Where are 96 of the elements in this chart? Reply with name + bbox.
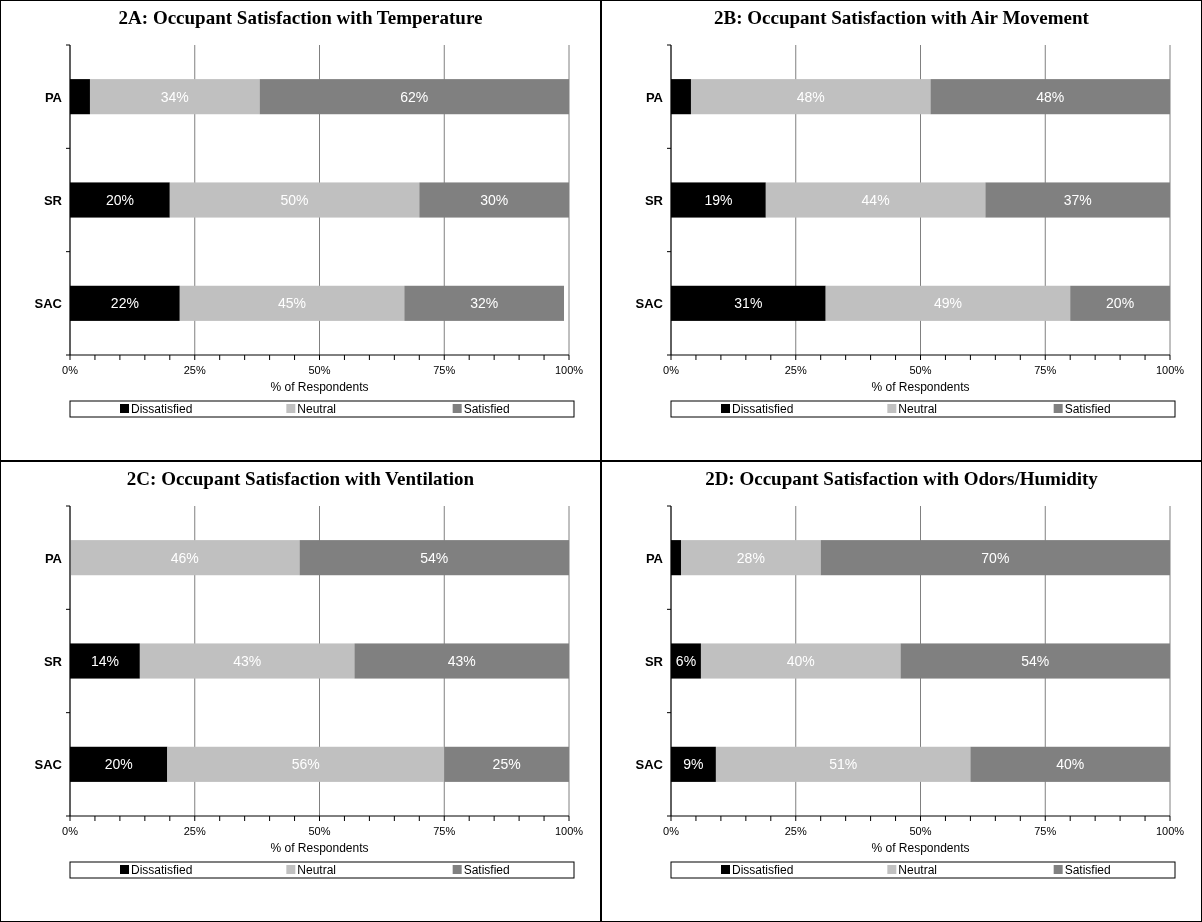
x-tick-label: 25%	[183, 825, 206, 837]
y-tick-label: SR	[644, 654, 664, 669]
x-axis-title: % of Respondents	[270, 380, 369, 394]
legend-label: Satisfied	[1064, 402, 1111, 416]
data-label: 43%	[447, 653, 476, 669]
y-tick-label: PA	[645, 550, 664, 566]
data-label: 20%	[105, 192, 134, 208]
data-label: 20%	[1106, 295, 1135, 312]
data-label: 20%	[104, 756, 133, 773]
y-tick-label: SAC	[635, 296, 664, 312]
legend-label: Satisfied	[463, 402, 510, 416]
bar	[715, 746, 971, 782]
data-label: 40%	[1056, 756, 1085, 773]
data-label: 25%	[492, 756, 521, 773]
x-tick-label: 50%	[308, 825, 331, 837]
data-label: 70%	[981, 549, 1010, 566]
data-label: 37%	[1063, 192, 1092, 208]
data-label: 45%	[278, 295, 307, 312]
y-tick-label: PA	[44, 550, 63, 566]
legend-label: Neutral	[297, 402, 337, 416]
x-tick-label: 100%	[554, 825, 584, 837]
data-label: 44%	[861, 192, 890, 208]
x-tick-label: 0%	[62, 825, 79, 837]
data-label: 14%	[90, 653, 119, 669]
bar	[825, 285, 1071, 321]
chart-title: 2C: Occupant Satisfaction with Ventilation	[126, 468, 475, 489]
y-tick-label: SR	[43, 193, 63, 208]
x-axis-title: % of Respondents	[871, 841, 970, 855]
y-tick-label: PA	[645, 89, 664, 105]
legend-label: Dissatisfied	[732, 402, 794, 416]
data-label: 34%	[160, 88, 189, 105]
x-tick-label: 50%	[308, 364, 331, 376]
x-tick-label: 50%	[909, 825, 932, 837]
chart-title: 2D: Occupant Satisfaction with Odors/Humidity	[705, 468, 1099, 489]
data-label: 40%	[786, 653, 815, 669]
legend-label: Neutral	[898, 863, 938, 877]
data-label: 48%	[796, 88, 825, 105]
bar	[765, 182, 986, 218]
x-tick-label: 25%	[784, 825, 807, 837]
x-tick-label: 50%	[909, 364, 932, 376]
x-tick-label: 0%	[62, 364, 79, 376]
chart-title: 2A: Occupant Satisfaction with Temperature	[118, 7, 483, 28]
y-tick-label: PA	[44, 89, 63, 105]
legend-label: Dissatisfied	[732, 863, 794, 877]
data-label: 32%	[470, 295, 499, 312]
x-tick-label: 100%	[1155, 364, 1185, 376]
chart-title: 2B: Occupant Satisfaction with Air Movement	[714, 7, 1090, 28]
x-tick-label: 0%	[663, 825, 680, 837]
data-label: 49%	[933, 295, 962, 312]
bar	[169, 182, 420, 218]
legend-label: Satisfied	[1064, 863, 1111, 877]
legend-label: Neutral	[898, 402, 938, 416]
legend-label: Dissatisfied	[131, 863, 193, 877]
data-label: 50%	[280, 192, 309, 208]
bar	[179, 285, 405, 321]
data-label: 46%	[170, 549, 199, 566]
x-axis-title: % of Respondents	[871, 380, 970, 394]
x-tick-label: 25%	[183, 364, 206, 376]
data-label: 56%	[291, 756, 320, 773]
bar	[89, 79, 260, 115]
y-tick-label: SR	[43, 654, 63, 669]
data-label: 51%	[829, 756, 858, 773]
x-tick-label: 100%	[554, 364, 584, 376]
x-tick-label: 100%	[1155, 825, 1185, 837]
bar	[690, 79, 931, 115]
data-label: 9%	[683, 756, 704, 773]
data-label: 43%	[233, 653, 262, 669]
bar	[700, 643, 901, 679]
bar	[167, 746, 445, 782]
data-label: 22%	[110, 295, 139, 312]
x-axis-title: % of Respondents	[270, 841, 369, 855]
data-label: 62%	[400, 88, 429, 105]
data-label: 54%	[1021, 653, 1050, 669]
bar	[70, 540, 300, 576]
data-label: 48%	[1036, 88, 1065, 105]
x-tick-label: 75%	[433, 825, 456, 837]
x-tick-label: 75%	[1034, 825, 1057, 837]
x-tick-label: 25%	[784, 364, 807, 376]
y-tick-label: SAC	[635, 757, 664, 773]
data-label: 19%	[704, 192, 733, 208]
legend-label: Dissatisfied	[131, 402, 193, 416]
x-tick-label: 75%	[1034, 364, 1057, 376]
data-label: 6%	[675, 653, 697, 669]
x-tick-label: 0%	[663, 364, 680, 376]
bar	[680, 540, 821, 576]
data-label: 54%	[420, 549, 449, 566]
y-tick-label: SAC	[34, 757, 63, 773]
data-label: 28%	[736, 549, 765, 566]
bar	[139, 643, 355, 679]
data-label: 31%	[734, 295, 763, 312]
y-tick-label: SAC	[34, 296, 63, 312]
x-tick-label: 75%	[433, 364, 456, 376]
y-tick-label: SR	[644, 193, 664, 208]
legend-label: Neutral	[297, 863, 337, 877]
legend-label: Satisfied	[463, 863, 510, 877]
data-label: 30%	[480, 192, 509, 208]
